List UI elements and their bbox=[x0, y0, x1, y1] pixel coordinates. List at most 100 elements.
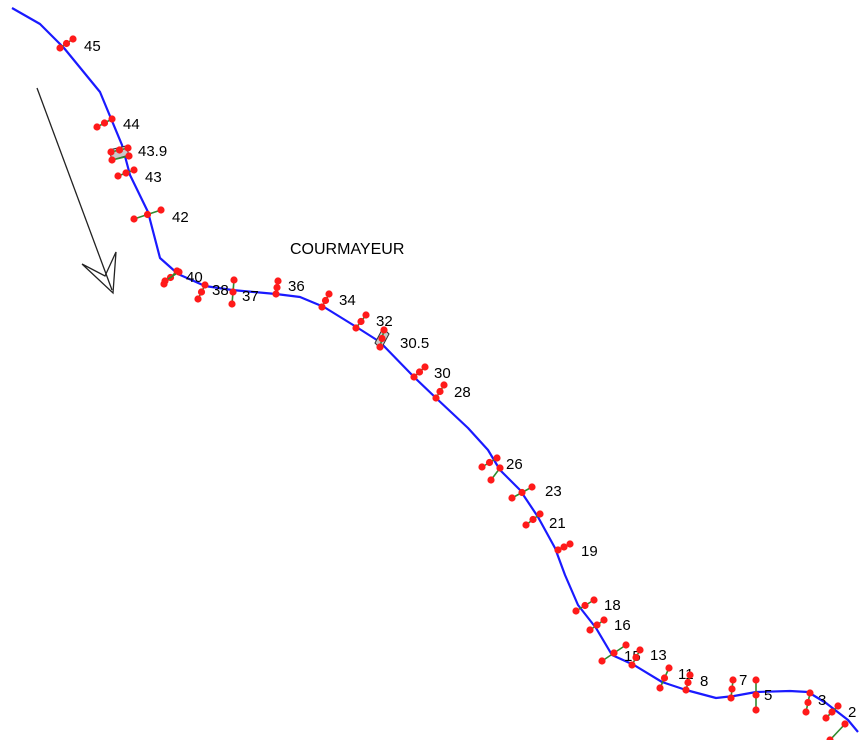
cross-section-7[interactable]: 7 bbox=[727, 672, 747, 702]
section-endpoint-marker bbox=[752, 676, 760, 684]
cross-section-18[interactable]: 18 bbox=[572, 596, 621, 615]
section-endpoint-marker bbox=[508, 494, 516, 502]
cross-section-36[interactable]: 36 bbox=[272, 277, 305, 298]
cross-section-42[interactable]: 42 bbox=[130, 206, 189, 226]
section-endpoint-marker bbox=[380, 326, 388, 334]
section-endpoint-marker bbox=[686, 671, 694, 679]
section-endpoint-marker bbox=[622, 641, 630, 649]
section-endpoint-marker bbox=[114, 172, 122, 180]
cross-section-26[interactable]: 26 bbox=[478, 454, 523, 484]
cross-section-2[interactable]: 2 bbox=[822, 702, 856, 740]
flow-direction-arrow-icon bbox=[36, 87, 117, 295]
section-endpoint-marker bbox=[729, 676, 737, 684]
station-label: 7 bbox=[739, 672, 747, 689]
section-endpoint-marker bbox=[125, 152, 133, 160]
section-endpoint-marker bbox=[362, 311, 370, 319]
cross-section-21[interactable]: 21 bbox=[522, 510, 566, 532]
section-endpoint-marker bbox=[802, 708, 810, 716]
cross-section-23[interactable]: 23 bbox=[508, 483, 562, 502]
cross-section-44[interactable]: 44 bbox=[93, 115, 140, 133]
station-label: 19 bbox=[581, 543, 598, 560]
section-endpoint-marker bbox=[56, 44, 64, 52]
cross-section-19[interactable]: 19 bbox=[554, 540, 598, 560]
cross-section-13[interactable]: 13 bbox=[628, 646, 667, 669]
section-line bbox=[829, 723, 846, 740]
station-label: 16 bbox=[614, 617, 631, 634]
section-center-marker bbox=[560, 543, 568, 551]
section-center-marker bbox=[436, 387, 444, 396]
cross-section-40[interactable]: 40 bbox=[160, 267, 203, 288]
station-label: 43.9 bbox=[138, 143, 167, 160]
section-center-marker bbox=[518, 488, 526, 497]
cross-section-3[interactable]: 3 bbox=[802, 689, 826, 716]
section-endpoint-marker bbox=[230, 276, 238, 284]
station-label: 34 bbox=[339, 292, 356, 309]
section-center-marker bbox=[229, 288, 237, 296]
station-label: 30.5 bbox=[400, 335, 429, 352]
cross-section-28[interactable]: 28 bbox=[432, 381, 471, 402]
section-endpoint-marker bbox=[440, 381, 448, 389]
cross-section-37[interactable]: 37 bbox=[228, 276, 259, 308]
section-center-marker bbox=[62, 39, 71, 48]
section-endpoint-marker bbox=[826, 736, 834, 740]
section-endpoint-marker bbox=[175, 268, 183, 276]
station-label: 30 bbox=[434, 365, 451, 382]
section-endpoint-marker bbox=[194, 295, 202, 303]
section-center-marker bbox=[115, 146, 124, 154]
section-endpoint-marker bbox=[665, 664, 673, 672]
section-endpoint-marker bbox=[108, 156, 116, 164]
section-endpoint-marker bbox=[487, 476, 495, 484]
section-center-marker bbox=[357, 317, 365, 326]
cross-section-5[interactable]: 5 bbox=[752, 676, 772, 714]
section-center-marker bbox=[752, 691, 760, 699]
cross-section-8[interactable]: 8 bbox=[682, 671, 708, 694]
section-center-marker bbox=[415, 368, 424, 376]
section-endpoint-marker bbox=[130, 166, 138, 174]
station-label: 43 bbox=[145, 169, 162, 186]
cross-section-34[interactable]: 34 bbox=[318, 290, 356, 311]
station-label: 5 bbox=[764, 687, 772, 704]
section-endpoint-marker bbox=[421, 363, 429, 371]
section-center-marker bbox=[632, 653, 640, 662]
station-label: 44 bbox=[123, 116, 140, 133]
cross-section-45[interactable]: 45 bbox=[56, 35, 101, 55]
town-label: COURMAYEUR bbox=[290, 241, 404, 258]
section-endpoint-marker bbox=[522, 521, 530, 529]
section-endpoint-marker bbox=[554, 546, 562, 554]
cross-section-38[interactable]: 38 bbox=[194, 281, 229, 303]
section-center-marker bbox=[197, 288, 206, 296]
section-center-marker bbox=[728, 685, 736, 693]
section-endpoint-marker bbox=[352, 324, 360, 332]
section-center-marker bbox=[378, 334, 386, 343]
section-endpoint-marker bbox=[201, 281, 209, 289]
station-label: 8 bbox=[700, 673, 708, 690]
section-endpoint-marker bbox=[636, 646, 644, 654]
station-label: 21 bbox=[549, 515, 566, 532]
station-label: 13 bbox=[650, 647, 667, 664]
section-endpoint-marker bbox=[318, 303, 326, 311]
cross-section-43-9[interactable]: 43.9 bbox=[107, 143, 167, 164]
station-label: 45 bbox=[84, 38, 101, 55]
cross-section-16[interactable]: 16 bbox=[586, 616, 631, 634]
section-center-marker bbox=[828, 708, 836, 716]
section-center-marker bbox=[485, 458, 494, 467]
section-center-marker bbox=[660, 674, 669, 682]
section-center-marker bbox=[100, 119, 109, 127]
section-endpoint-marker bbox=[272, 290, 280, 298]
section-endpoint-marker bbox=[478, 463, 486, 471]
section-endpoint-marker bbox=[572, 607, 580, 615]
station-label: 3 bbox=[818, 692, 826, 709]
section-endpoint-marker bbox=[376, 343, 384, 351]
section-endpoint-marker bbox=[586, 626, 594, 634]
section-endpoint-marker bbox=[682, 686, 690, 694]
cross-section-30-5[interactable]: 30.5 bbox=[374, 326, 429, 352]
section-center-marker bbox=[610, 649, 618, 657]
section-endpoint-marker bbox=[228, 300, 236, 308]
cross-section-32[interactable]: 32 bbox=[352, 311, 393, 332]
cross-section-43[interactable]: 43 bbox=[114, 166, 162, 186]
cross-section-30[interactable]: 30 bbox=[410, 363, 451, 382]
section-endpoint-marker bbox=[410, 373, 418, 381]
section-center-marker bbox=[143, 210, 152, 219]
section-endpoint-marker bbox=[752, 706, 760, 714]
